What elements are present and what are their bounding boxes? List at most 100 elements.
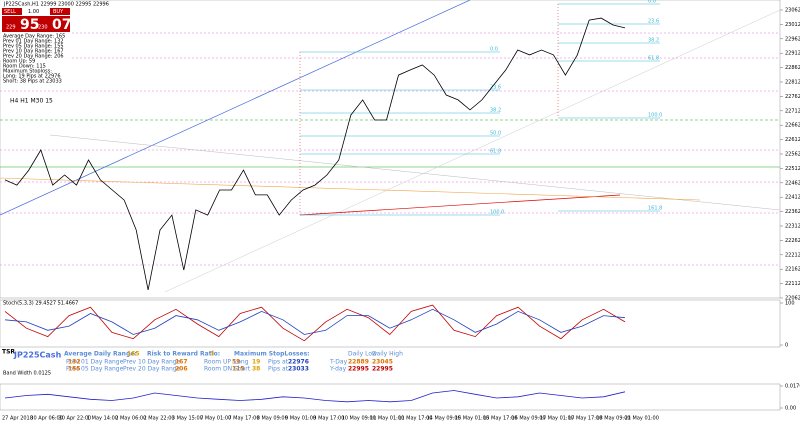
sell-button[interactable] [2, 8, 22, 15]
p10-label: Prev 10 Day Range [123, 359, 181, 366]
symbol: JP225Cash [13, 351, 62, 360]
up-label: Room UP [204, 359, 231, 366]
x-tick-label: 3 May 15:00 [172, 416, 203, 422]
y-tick-label: 22412 [785, 195, 800, 201]
y-tick-label: 22762 [785, 94, 800, 100]
fib-label: 0.0 [490, 47, 498, 53]
x-tick-label: 18 May 09:00 [596, 416, 630, 422]
yday-label: Y-day [329, 366, 347, 373]
y-tick-label: 23062 [785, 8, 800, 14]
sl-label: Maximum StopLosses: [234, 351, 310, 358]
y-tick-label: 100 [785, 301, 795, 307]
x-tick-label: 21 May 01:00 [625, 416, 659, 422]
info-line: Short: 38 Pips at 23033 [3, 79, 62, 85]
buy-price-box[interactable] [36, 16, 70, 32]
buy-label[interactable]: BUY [53, 9, 64, 15]
x-tick-label: 15 May 01:00 [455, 416, 489, 422]
info-line: Average Day Range: 165 [3, 34, 65, 40]
y-tick-label: 23012 [785, 22, 800, 28]
x-tick-label: 10 May 09:00 [342, 416, 376, 422]
tsr: TSR [2, 349, 15, 356]
sell-label[interactable]: SELL [4, 9, 16, 15]
x-tick-label: 9 May 01:00 [285, 416, 316, 422]
sell-big: 95 [20, 17, 39, 33]
tday-low: 22889 [348, 359, 369, 366]
rr: 3 [210, 351, 214, 358]
y-tick-label: 22462 [785, 180, 800, 186]
x-tick-label: 11 May 17:00 [398, 416, 432, 422]
long: 19 [252, 359, 260, 366]
short-at: 23033 [288, 366, 309, 373]
moving-average [299, 194, 621, 216]
x-tick-label: 17 May 01:00 [540, 416, 574, 422]
fib-label: 38.2 [648, 38, 659, 44]
panel-title: Stoch(5,3,3) 29.4527 51.4667 [3, 301, 78, 307]
lots[interactable]: 1.00 [28, 9, 39, 15]
y-tick-label: 22512 [785, 166, 800, 172]
fib-label: 23.6 [490, 85, 501, 91]
info-line: Long: 19 Pips at 22976 [3, 74, 61, 80]
dashboard: TSR JP225Cash Average Daily Range: 165 P… [2, 349, 403, 373]
long-label: Long [234, 359, 249, 366]
fib-right: 0.0 23.6 38.2 61.8 100.0 161.8 [558, 0, 662, 212]
short-label: Short [234, 366, 251, 373]
fib-label: 61.8 [648, 56, 659, 62]
fib-label: 100.0 [648, 113, 662, 119]
yday-high: 22995 [372, 366, 393, 373]
y-tick-label: 22362 [785, 209, 800, 215]
x-tick-label: 7 May 01:00 [200, 416, 231, 422]
p20: 206 [175, 366, 188, 373]
x-tick-label: 11 May 01:00 [370, 416, 404, 422]
x-tick-label: 15 May 17:00 [483, 416, 517, 422]
yday-low: 22995 [348, 366, 369, 373]
info-line: Prev 01 Day Range: 132 [3, 39, 64, 45]
info-line: Prev 20 Day Range: 206 [3, 54, 64, 60]
sell-price-box[interactable] [2, 16, 36, 32]
fib-left: 0.0 23.6 38.2 50.0 61.8 100.0 [300, 47, 504, 216]
y-tick-label: 22712 [785, 108, 800, 114]
tday-label: T-Day [329, 359, 348, 366]
x-tick-label: 8 May 09:00 [257, 416, 288, 422]
buy-button[interactable] [50, 8, 70, 15]
short: 38 [252, 366, 260, 373]
x-tick-label: 30 Apr 06:00 [30, 416, 63, 422]
trend-line [0, 0, 471, 216]
dl-label: Daily Low [348, 351, 377, 358]
p5-label: Prev 05 Day Range [66, 366, 124, 373]
timeframes[interactable]: H4 H1 M30 15 [10, 98, 53, 105]
pips-label: Pips at [268, 366, 289, 373]
y-tick-label: 22212 [785, 252, 800, 258]
y-tick-label: 22912 [785, 51, 800, 57]
y-tick-label: 22662 [785, 123, 800, 129]
x-tick-label: 1 May 14:00 [87, 416, 118, 422]
buy-big: 07 [52, 17, 71, 33]
x-tick-label: 7 May 17:00 [228, 416, 259, 422]
y-tick-label: 22162 [785, 267, 800, 273]
y-tick-label: 22312 [785, 224, 800, 230]
dn: 115 [232, 366, 245, 373]
x-tick-label: 9 May 17:00 [313, 416, 344, 422]
fib-label: 38.2 [490, 108, 501, 114]
tday-high: 23045 [372, 359, 393, 366]
panel-frame [0, 0, 781, 299]
up: 59 [232, 359, 240, 366]
trend-line [49, 134, 781, 211]
moving-average [0, 177, 701, 201]
rr-label: Risk to Reward Ratio: [147, 351, 220, 358]
p10: 167 [175, 359, 188, 366]
info-line: Prev 05 Day Range: 155 [3, 44, 64, 50]
y-tick-label: 22962 [785, 36, 800, 42]
fib-label: 0.0 [648, 0, 656, 5]
fib-label: 50.0 [490, 131, 501, 137]
fib-label: 61.8 [490, 149, 501, 155]
trend-line [164, 9, 781, 293]
y-tick-label: 0 [785, 343, 788, 349]
sell-small: 229 [6, 25, 16, 31]
info-line: Room Down: 115 [3, 64, 46, 70]
indicator-line [4, 308, 626, 335]
y-tick-label: 22812 [785, 80, 800, 86]
